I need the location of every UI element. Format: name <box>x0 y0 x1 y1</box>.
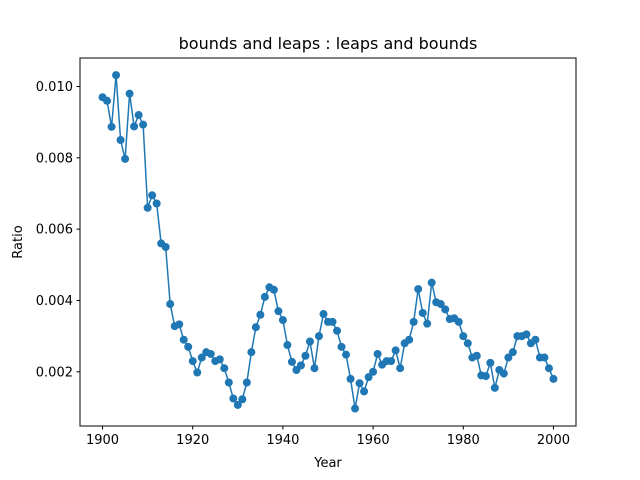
marker <box>333 326 342 335</box>
marker <box>229 394 238 403</box>
marker <box>423 319 432 328</box>
marker <box>197 353 206 362</box>
marker <box>152 199 161 208</box>
marker <box>486 358 495 367</box>
marker <box>396 364 405 373</box>
marker <box>256 310 265 319</box>
marker <box>193 368 202 377</box>
marker <box>441 305 450 314</box>
marker <box>310 364 319 373</box>
marker <box>220 364 229 373</box>
marker <box>233 400 242 409</box>
marker <box>188 357 197 366</box>
marker <box>125 89 134 98</box>
marker <box>549 374 558 383</box>
marker <box>238 395 247 404</box>
marker <box>436 300 445 309</box>
marker <box>184 342 193 351</box>
x-axis-label: Year <box>313 456 342 471</box>
marker <box>130 122 139 131</box>
marker <box>391 346 400 355</box>
marker <box>260 292 269 301</box>
marker <box>472 351 481 360</box>
marker <box>355 379 364 388</box>
marker <box>301 351 310 360</box>
marker <box>143 203 152 212</box>
marker <box>531 335 540 344</box>
marker <box>504 353 513 362</box>
axes-frame <box>79 57 577 427</box>
marker <box>121 154 130 163</box>
x-tick-label: 1980 <box>447 433 480 448</box>
marker <box>346 374 355 383</box>
marker <box>319 310 328 319</box>
plot-area <box>98 71 558 413</box>
marker <box>283 341 292 350</box>
marker <box>364 373 373 382</box>
marker <box>414 285 423 294</box>
x-tick-label: 1940 <box>266 433 299 448</box>
marker <box>287 357 296 366</box>
marker <box>544 364 553 373</box>
marker <box>328 317 337 326</box>
marker <box>251 323 260 332</box>
marker <box>224 378 233 387</box>
marker <box>418 308 427 317</box>
marker <box>369 367 378 376</box>
marker <box>247 348 256 357</box>
marker <box>134 111 143 120</box>
marker <box>242 378 251 387</box>
marker <box>206 349 215 358</box>
chart-title: bounds and leaps : leaps and bounds <box>179 34 478 53</box>
marker <box>481 372 490 381</box>
marker <box>116 136 125 145</box>
x-tick-label: 1900 <box>86 433 119 448</box>
y-tick-label: 0.008 <box>36 151 73 166</box>
x-tick-label: 1960 <box>357 433 390 448</box>
y-tick-label: 0.010 <box>36 80 73 95</box>
marker <box>107 122 116 131</box>
marker <box>508 348 517 357</box>
marker <box>296 361 305 370</box>
marker <box>522 330 531 339</box>
marker <box>175 320 184 329</box>
marker <box>351 404 360 413</box>
marker <box>179 335 188 344</box>
x-tick-label: 2000 <box>537 433 570 448</box>
marker <box>314 332 323 341</box>
marker <box>269 285 278 294</box>
marker <box>166 300 175 309</box>
marker <box>161 242 170 251</box>
marker <box>409 317 418 326</box>
marker <box>342 350 351 359</box>
marker <box>112 71 121 80</box>
y-tick-label: 0.006 <box>36 223 73 238</box>
marker <box>139 120 148 129</box>
y-tick-label: 0.004 <box>36 294 73 309</box>
marker <box>373 349 382 358</box>
y-tick-label: 0.002 <box>36 365 73 380</box>
marker <box>454 317 463 326</box>
marker <box>405 335 414 344</box>
marker <box>274 307 283 316</box>
marker <box>360 387 369 396</box>
marker <box>278 316 287 325</box>
x-tick-label: 1920 <box>176 433 209 448</box>
marker <box>490 383 499 392</box>
marker <box>337 342 346 351</box>
marker <box>103 96 112 105</box>
marker <box>463 339 472 348</box>
marker <box>305 337 314 346</box>
marker <box>427 278 436 287</box>
marker <box>215 355 224 364</box>
marker <box>148 191 157 200</box>
marker <box>499 369 508 378</box>
marker <box>387 357 396 366</box>
y-axis-label: Ratio <box>11 225 26 258</box>
marker <box>540 353 549 362</box>
marker <box>459 332 468 341</box>
